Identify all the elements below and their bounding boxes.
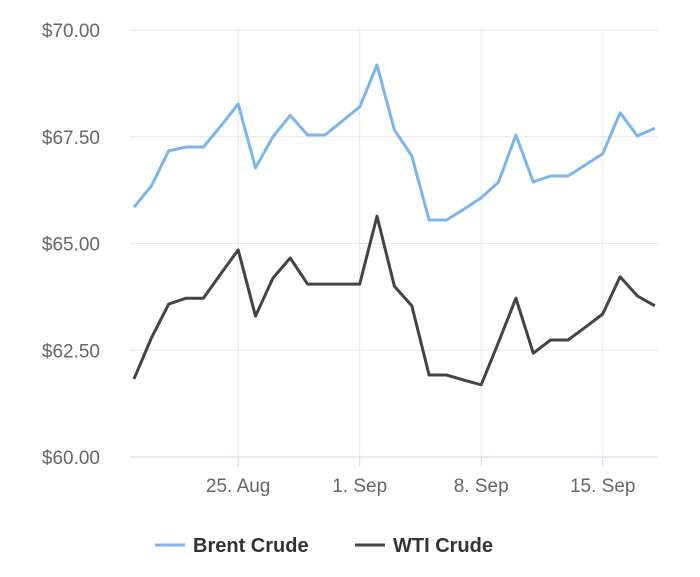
y-tick-label: $62.50 [42, 341, 100, 362]
y-tick-label: $65.00 [42, 235, 100, 256]
series-line [132, 214, 656, 387]
x-tick-label: 25. Aug [206, 476, 270, 497]
x-tick-label: 1. Sep [332, 476, 387, 497]
x-tick-label: 8. Sep [454, 476, 509, 497]
legend-label: Brent Crude [193, 535, 309, 557]
y-tick-label: $67.50 [42, 128, 100, 149]
x-tick-label: 15. Sep [570, 476, 636, 497]
legend-item: Brent Crude [155, 535, 309, 557]
legend-item: WTI Crude [355, 535, 493, 557]
legend-label: WTI Crude [393, 535, 493, 557]
y-tick-label: $60.00 [42, 448, 100, 469]
y-tick-label: $70.00 [42, 21, 100, 42]
series-line [132, 63, 656, 222]
